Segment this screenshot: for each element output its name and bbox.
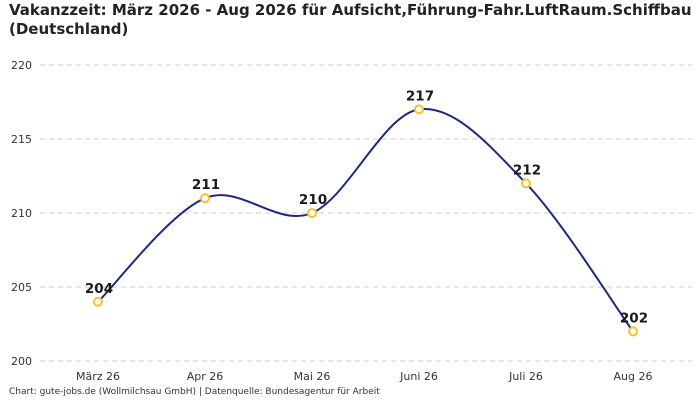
chart-title: Vakanzzeit: März 2026 - Aug 2026 für Auf… [9, 1, 692, 38]
y-tick-label-200: 200 [11, 355, 32, 368]
data-point-4 [521, 178, 531, 189]
data-point-1 [200, 193, 210, 204]
data-point-0 [93, 296, 103, 307]
series-line [97, 108, 634, 332]
grid-lines [40, 64, 692, 362]
x-tick-label-4: Juli 26 [508, 370, 543, 383]
data-points [93, 104, 638, 337]
data-point-2 [307, 208, 317, 218]
data-labels: 204 211 210 217 212 202 [85, 88, 648, 326]
data-point-3 [414, 104, 424, 115]
data-label-0: 204 [85, 281, 113, 297]
y-tick-label-210: 210 [11, 207, 32, 220]
y-axis-tick-labels: 200 205 210 215 220 [11, 59, 32, 368]
x-axis-tick-labels: März 26 Apr 26 Mai 26 Juni 26 Juli 26 Aug 26 [76, 370, 653, 383]
data-label-3: 217 [406, 88, 434, 104]
data-label-4: 212 [513, 162, 541, 178]
x-tick-label-5: Aug 26 [614, 370, 653, 383]
data-label-2: 210 [299, 192, 327, 208]
x-tick-label-2: Mai 26 [294, 370, 331, 383]
x-tick-label-1: Apr 26 [187, 370, 224, 383]
data-point-5 [628, 326, 638, 337]
data-label-5: 202 [620, 310, 648, 326]
y-tick-label-215: 215 [11, 133, 32, 146]
x-tick-label-3: Juni 26 [399, 370, 438, 383]
x-tick-label-0: März 26 [76, 370, 120, 383]
y-tick-label-220: 220 [11, 59, 32, 72]
chart-footer: Chart: gute-jobs.de (Wollmilchsau GmbH) … [9, 387, 380, 397]
data-label-1: 211 [192, 177, 220, 193]
y-tick-label-205: 205 [11, 281, 32, 294]
